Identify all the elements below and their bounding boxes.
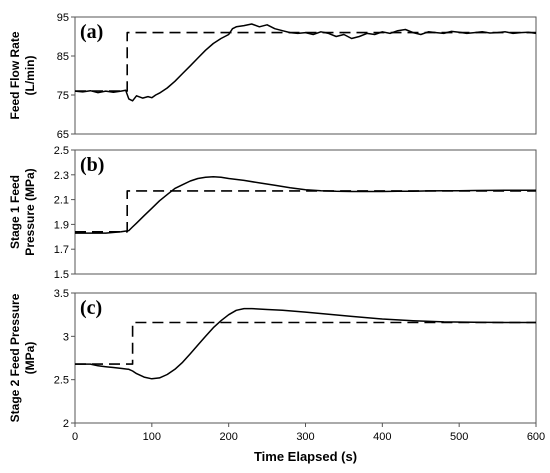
panel-a-label: (a) bbox=[80, 21, 103, 43]
panel-c-x-tick-label-2: 200 bbox=[219, 431, 237, 443]
panel-c-label: (c) bbox=[80, 297, 102, 319]
panel-c-x-tick-label-4: 400 bbox=[373, 431, 391, 443]
panel-b-y-tick-label-1: 1.7 bbox=[54, 244, 69, 256]
panel-b-y-tick-label-4: 2.3 bbox=[54, 170, 69, 182]
panel-a-y-tick-label-3: 95 bbox=[57, 12, 69, 24]
panel-a-setpoint-dashed-line bbox=[75, 31, 536, 92]
panel-c-x-tick-label-1: 100 bbox=[143, 431, 161, 443]
panel-c-y-tick-label-0: 2 bbox=[63, 418, 69, 430]
panel-b: 1.5 1.7 1.9 2.1 2.3 2.5 Stage 1 Feed Pressure (… bbox=[8, 145, 537, 281]
panel-c-y-tick-label-2: 3 bbox=[63, 331, 69, 343]
panel-a-y-tick-label-0: 65 bbox=[57, 129, 69, 141]
panel-b-y-tick-label-2: 1.9 bbox=[54, 219, 69, 231]
panel-b-measured-solid-line bbox=[75, 175, 536, 234]
panel-c-y-tick-label-3: 3.5 bbox=[54, 288, 69, 300]
panel-a-y-axis-label-line-1: Feed Flow Rate bbox=[8, 31, 22, 119]
panel-c-plot-area bbox=[74, 292, 537, 424]
panel-b-y-axis-label-line-2: Pressure (MPa) bbox=[23, 168, 37, 255]
panel-b-plot-area bbox=[74, 149, 537, 275]
panel-b-y-tick-label-0: 1.5 bbox=[54, 269, 69, 281]
panel-c-x-tick-label-5: 500 bbox=[450, 431, 468, 443]
panel-c-setpoint-dashed-line bbox=[75, 321, 536, 365]
panel-a-y-tick-label-1: 75 bbox=[57, 90, 69, 102]
panel-c-measured-solid-line bbox=[75, 307, 536, 380]
panel-c: 2 2.5 3 3.5 0 100 200 300 400 500 600 Stage 2 Feed … bbox=[8, 288, 545, 464]
panel-c-y-axis-label-line-1: Stage 2 Feed Pressure bbox=[8, 293, 22, 422]
panel-b-y-axis-label-line-1: Stage 1 Feed bbox=[8, 175, 22, 249]
panel-a-y-axis-label-line-2: (L/min) bbox=[23, 56, 37, 96]
panel-c-y-axis-label-line-2: (MPa) bbox=[23, 342, 37, 375]
x-axis-label: Time Elapsed (s) bbox=[254, 449, 357, 464]
panel-c-y-tick-label-1: 2.5 bbox=[54, 375, 69, 387]
panel-c-x-tick-label-0: 0 bbox=[72, 431, 78, 443]
panel-b-label: (b) bbox=[80, 154, 104, 176]
panel-a-plot-area bbox=[74, 16, 537, 135]
panel-c-x-tick-label-6: 600 bbox=[527, 431, 545, 443]
panel-a: 65 75 85 95 Feed Flow Rate (L/min) (a) bbox=[8, 12, 537, 141]
panel-c-x-tick-label-3: 300 bbox=[296, 431, 314, 443]
panel-b-y-tick-label-5: 2.5 bbox=[54, 145, 69, 157]
panel-a-y-tick-label-2: 85 bbox=[57, 51, 69, 63]
panel-a-measured-solid-line bbox=[74, 23, 537, 102]
panel-b-y-tick-label-3: 2.1 bbox=[54, 195, 69, 207]
